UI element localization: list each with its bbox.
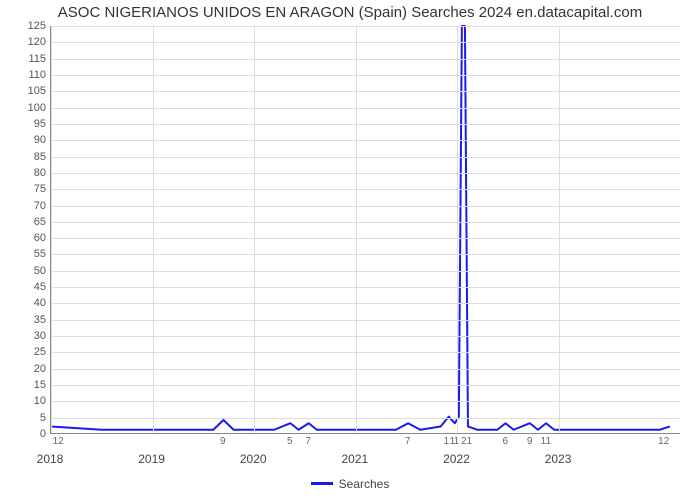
- plot-area: [50, 26, 680, 434]
- grid-line-v: [356, 26, 357, 433]
- grid-line-h: [51, 320, 680, 321]
- grid-line-h: [51, 401, 680, 402]
- grid-line-h: [51, 385, 680, 386]
- grid-line-h: [51, 75, 680, 76]
- y-tick-label: 105: [6, 85, 46, 97]
- grid-line-h: [51, 238, 680, 239]
- grid-line-h: [51, 271, 680, 272]
- y-tick-label: 0: [6, 428, 46, 440]
- x-tick-label: 2020: [240, 452, 267, 466]
- y-tick-label: 20: [6, 363, 46, 375]
- x-minor-label: 9: [527, 436, 533, 447]
- grid-line-h: [51, 206, 680, 207]
- grid-line-h: [51, 222, 680, 223]
- grid-line-h: [51, 173, 680, 174]
- y-tick-label: 110: [6, 69, 46, 81]
- line-series: [51, 26, 680, 433]
- y-tick-label: 40: [6, 297, 46, 309]
- y-tick-label: 80: [6, 167, 46, 179]
- x-tick-label: 2021: [341, 452, 368, 466]
- y-tick-label: 75: [6, 183, 46, 195]
- grid-line-h: [51, 254, 680, 255]
- x-minor-label: 1: [444, 436, 450, 447]
- grid-line-h: [51, 91, 680, 92]
- grid-line-h: [51, 336, 680, 337]
- y-tick-label: 115: [6, 53, 46, 65]
- grid-line-v: [153, 26, 154, 433]
- grid-line-h: [51, 124, 680, 125]
- x-minor-label: 7: [405, 436, 411, 447]
- grid-line-h: [51, 418, 680, 419]
- x-minor-label: 12: [53, 436, 64, 447]
- grid-line-h: [51, 369, 680, 370]
- grid-line-v: [457, 26, 458, 433]
- grid-line-h: [51, 140, 680, 141]
- y-tick-label: 5: [6, 412, 46, 424]
- y-tick-label: 100: [6, 102, 46, 114]
- x-minor-label: 11: [541, 436, 551, 447]
- y-tick-label: 70: [6, 200, 46, 212]
- grid-line-h: [51, 42, 680, 43]
- x-tick-label: 2022: [443, 452, 470, 466]
- grid-line-v: [559, 26, 560, 433]
- y-tick-label: 35: [6, 314, 46, 326]
- x-tick-label: 2018: [37, 452, 64, 466]
- grid-line-h: [51, 59, 680, 60]
- grid-line-v: [51, 26, 52, 433]
- x-tick-label: 2023: [545, 452, 572, 466]
- legend: Searches: [0, 472, 700, 491]
- x-minor-label: 12: [658, 436, 669, 447]
- grid-line-h: [51, 189, 680, 190]
- y-tick-label: 30: [6, 330, 46, 342]
- y-tick-label: 60: [6, 232, 46, 244]
- x-minor-label: 6: [502, 436, 508, 447]
- y-tick-label: 25: [6, 346, 46, 358]
- x-minor-label: 5: [287, 436, 293, 447]
- y-tick-label: 50: [6, 265, 46, 277]
- grid-line-h: [51, 108, 680, 109]
- y-tick-label: 85: [6, 151, 46, 163]
- grid-line-h: [51, 287, 680, 288]
- y-tick-label: 125: [6, 20, 46, 32]
- x-minor-label: 7: [305, 436, 311, 447]
- y-tick-label: 55: [6, 248, 46, 260]
- grid-line-h: [51, 352, 680, 353]
- grid-line-h: [51, 303, 680, 304]
- y-tick-label: 15: [6, 379, 46, 391]
- x-minor-label: 9: [220, 436, 226, 447]
- y-tick-label: 10: [6, 395, 46, 407]
- grid-line-h: [51, 26, 680, 27]
- y-tick-label: 65: [6, 216, 46, 228]
- grid-line-h: [51, 157, 680, 158]
- x-tick-label: 2019: [138, 452, 165, 466]
- legend-swatch: [311, 482, 333, 485]
- chart-container: ASOC NIGERIANOS UNIDOS EN ARAGON (Spain)…: [0, 0, 700, 500]
- y-tick-label: 120: [6, 36, 46, 48]
- x-minor-label: 1: [454, 436, 460, 447]
- legend-label: Searches: [339, 477, 390, 491]
- y-tick-label: 95: [6, 118, 46, 130]
- legend-item-searches: Searches: [311, 477, 390, 491]
- grid-line-v: [254, 26, 255, 433]
- y-tick-label: 90: [6, 134, 46, 146]
- chart-title: ASOC NIGERIANOS UNIDOS EN ARAGON (Spain)…: [0, 4, 700, 21]
- x-minor-label: 21: [461, 436, 472, 447]
- y-tick-label: 45: [6, 281, 46, 293]
